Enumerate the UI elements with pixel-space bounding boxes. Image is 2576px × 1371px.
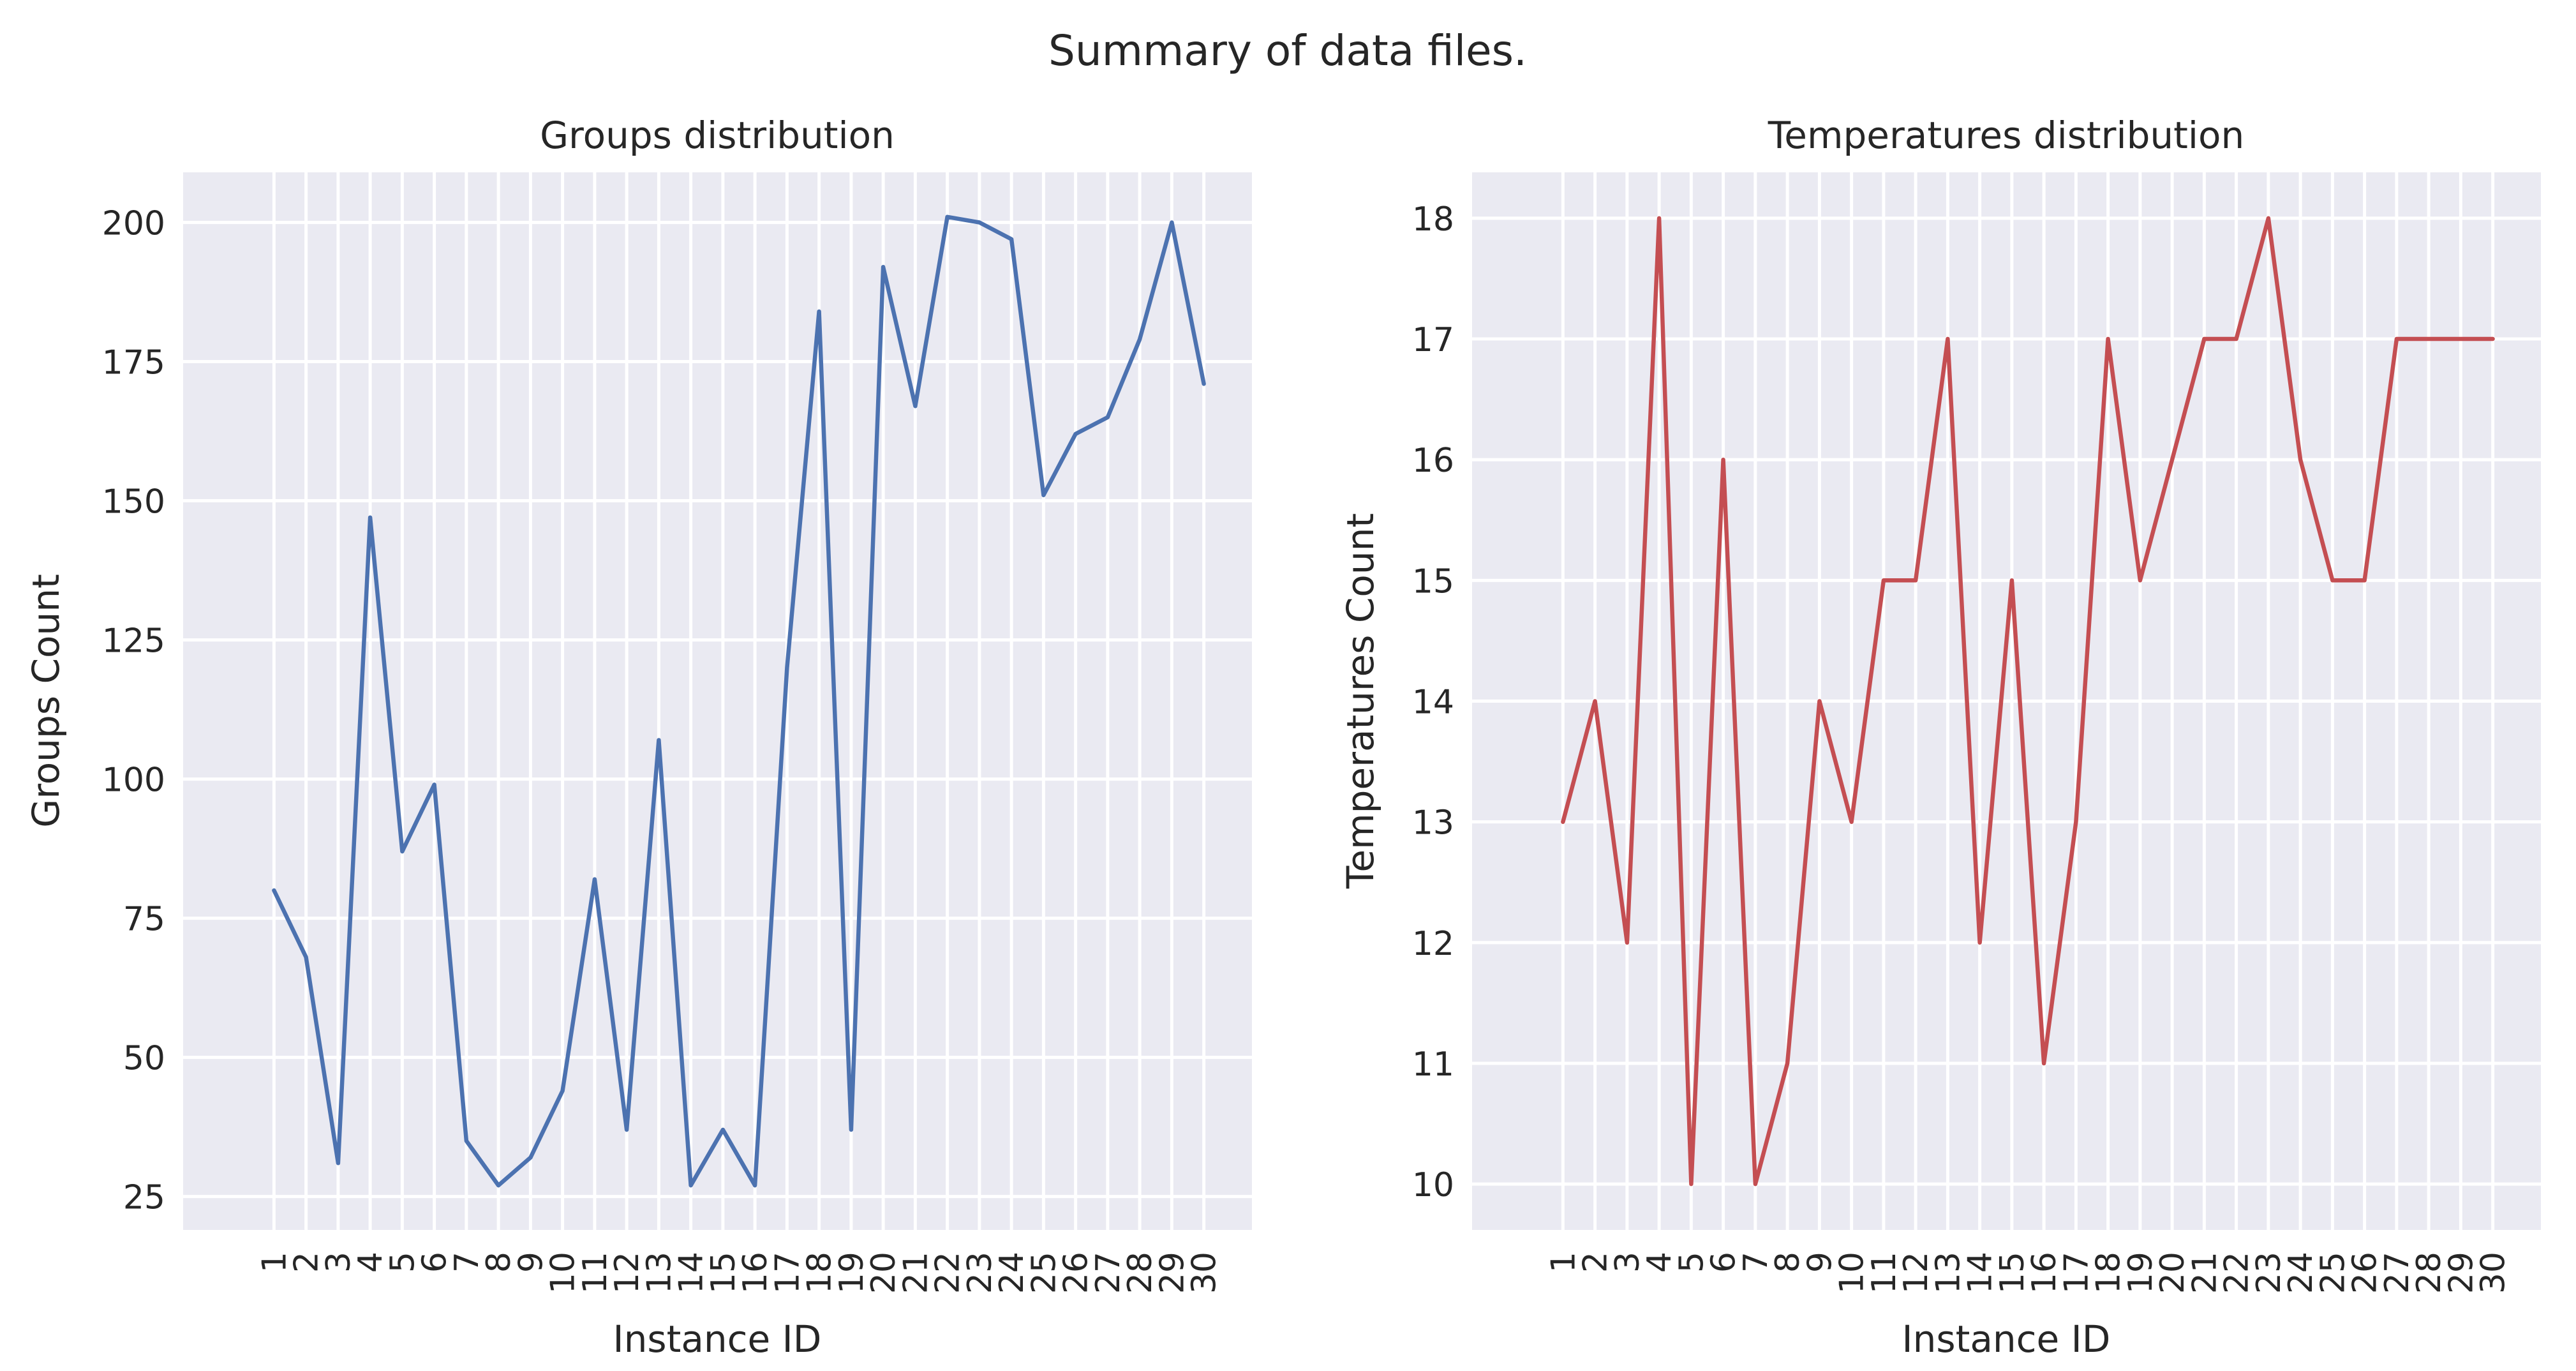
temperatures-x-tick-label: 26 xyxy=(2346,1252,2385,1294)
groups-chart-title: Groups distribution xyxy=(540,114,895,157)
temperatures-x-tick-label: 27 xyxy=(2378,1252,2416,1294)
temperatures-y-tick-label: 15 xyxy=(1412,562,1454,601)
temperatures-x-tick-label: 21 xyxy=(2185,1252,2224,1294)
groups-y-tick-label: 100 xyxy=(102,761,165,800)
groups-series xyxy=(272,214,1206,1188)
temperatures-x-tick-label: 28 xyxy=(2410,1252,2448,1294)
groups-x-tick-label: 15 xyxy=(704,1252,743,1294)
groups-x-axis-label: Instance ID xyxy=(613,1317,822,1361)
temperatures-y-tick-label: 16 xyxy=(1412,442,1454,480)
groups-y-axis-label: Groups Count xyxy=(24,574,68,827)
temperatures-chart-title: Temperatures distribution xyxy=(1768,114,2245,157)
groups-chart: 2550751001251501752001234567891011121314… xyxy=(24,114,1252,1361)
temperatures-x-tick-label: 30 xyxy=(2475,1252,2513,1294)
groups-x-tick-label: 6 xyxy=(416,1252,454,1273)
groups-x-tick-label: 3 xyxy=(320,1252,358,1273)
temperatures-y-tick-label: 11 xyxy=(1412,1045,1454,1084)
temperatures-x-tick-label: 8 xyxy=(1769,1252,1807,1273)
temperatures-x-tick-label: 22 xyxy=(2218,1252,2256,1294)
groups-x-tick-label: 16 xyxy=(736,1252,775,1294)
groups-x-tick-label: 30 xyxy=(1186,1252,1224,1294)
temperatures-x-tick-label: 16 xyxy=(2025,1252,2064,1294)
temperatures-x-tick-label: 1 xyxy=(1544,1252,1582,1273)
temperatures-x-tick-label: 19 xyxy=(2122,1252,2160,1294)
temperatures-x-tick-label: 15 xyxy=(1993,1252,2032,1294)
temperatures-x-tick-label: 29 xyxy=(2442,1252,2480,1294)
temperatures-ticks: 1011121314151617181234567891011121314151… xyxy=(1412,200,2513,1294)
groups-x-tick-label: 1 xyxy=(255,1252,294,1273)
temperatures-x-tick-label: 12 xyxy=(1897,1252,1935,1294)
temperatures-x-tick-label: 14 xyxy=(1962,1252,2000,1294)
temperatures-y-tick-label: 18 xyxy=(1412,200,1454,239)
groups-ticks: 2550751001251501752001234567891011121314… xyxy=(102,204,1224,1294)
groups-x-tick-label: 2 xyxy=(288,1252,326,1273)
groups-x-tick-label: 7 xyxy=(448,1252,486,1273)
groups-x-tick-label: 21 xyxy=(897,1252,935,1294)
temperatures-x-tick-label: 6 xyxy=(1705,1252,1743,1273)
temperatures-x-axis-label: Instance ID xyxy=(1902,1317,2111,1361)
figure-title: Summary of data files. xyxy=(1048,26,1527,75)
temperatures-x-tick-label: 17 xyxy=(2057,1252,2096,1294)
groups-y-tick-label: 25 xyxy=(123,1179,165,1217)
temperatures-x-tick-label: 4 xyxy=(1641,1252,1679,1273)
groups-y-tick-label: 125 xyxy=(102,622,165,661)
temperatures-series-line xyxy=(1561,216,2495,1187)
groups-grid xyxy=(183,172,1252,1230)
temperatures-x-tick-label: 24 xyxy=(2282,1252,2320,1294)
groups-x-tick-label: 8 xyxy=(480,1252,518,1273)
groups-x-tick-label: 12 xyxy=(608,1252,646,1294)
temperatures-y-tick-label: 13 xyxy=(1412,804,1454,843)
groups-x-tick-label: 14 xyxy=(673,1252,711,1294)
temperatures-x-tick-label: 7 xyxy=(1737,1252,1775,1273)
temperatures-y-axis-label: Temperatures Count xyxy=(1339,513,1382,889)
temperatures-y-tick-label: 17 xyxy=(1412,321,1454,359)
groups-x-tick-label: 4 xyxy=(352,1252,390,1273)
groups-x-tick-label: 18 xyxy=(801,1252,839,1294)
groups-x-tick-label: 29 xyxy=(1153,1252,1191,1294)
temperatures-x-tick-label: 20 xyxy=(2154,1252,2192,1294)
groups-x-tick-label: 19 xyxy=(833,1252,871,1294)
temperatures-x-tick-label: 3 xyxy=(1609,1252,1647,1273)
temperatures-y-tick-label: 14 xyxy=(1412,684,1454,722)
temperatures-grid xyxy=(1472,172,2541,1230)
temperatures-x-tick-label: 5 xyxy=(1672,1252,1711,1273)
groups-x-tick-label: 28 xyxy=(1121,1252,1159,1294)
groups-x-tick-label: 11 xyxy=(576,1252,614,1294)
temperatures-x-tick-label: 25 xyxy=(2314,1252,2352,1294)
temperatures-y-tick-label: 12 xyxy=(1412,925,1454,963)
groups-x-tick-label: 27 xyxy=(1089,1252,1128,1294)
groups-x-tick-label: 22 xyxy=(929,1252,967,1294)
groups-y-tick-label: 175 xyxy=(102,344,165,382)
groups-x-tick-label: 13 xyxy=(640,1252,678,1294)
groups-x-tick-label: 25 xyxy=(1025,1252,1063,1294)
temperatures-x-tick-label: 10 xyxy=(1833,1252,1872,1294)
groups-y-tick-label: 200 xyxy=(102,204,165,243)
groups-y-tick-label: 50 xyxy=(123,1040,165,1078)
groups-y-tick-label: 75 xyxy=(123,901,165,939)
temperatures-x-tick-label: 13 xyxy=(1929,1252,1967,1294)
groups-x-tick-label: 23 xyxy=(961,1252,999,1294)
groups-x-tick-label: 5 xyxy=(383,1252,422,1273)
temperatures-chart: 1011121314151617181234567891011121314151… xyxy=(1339,114,2541,1361)
temperatures-x-tick-label: 23 xyxy=(2250,1252,2288,1294)
temperatures-x-tick-label: 9 xyxy=(1801,1252,1839,1273)
groups-x-tick-label: 20 xyxy=(865,1252,903,1294)
groups-x-tick-label: 10 xyxy=(544,1252,583,1294)
temperatures-y-tick-label: 10 xyxy=(1412,1166,1454,1204)
groups-x-tick-label: 17 xyxy=(768,1252,807,1294)
groups-series-line xyxy=(272,214,1206,1188)
temperatures-x-tick-label: 11 xyxy=(1865,1252,1903,1294)
groups-x-tick-label: 26 xyxy=(1057,1252,1096,1294)
temperatures-series xyxy=(1561,216,2495,1187)
temperatures-x-tick-label: 2 xyxy=(1577,1252,1615,1273)
groups-y-tick-label: 150 xyxy=(102,483,165,521)
groups-x-tick-label: 9 xyxy=(512,1252,550,1273)
temperatures-x-tick-label: 18 xyxy=(2090,1252,2128,1294)
groups-x-tick-label: 24 xyxy=(993,1252,1031,1294)
